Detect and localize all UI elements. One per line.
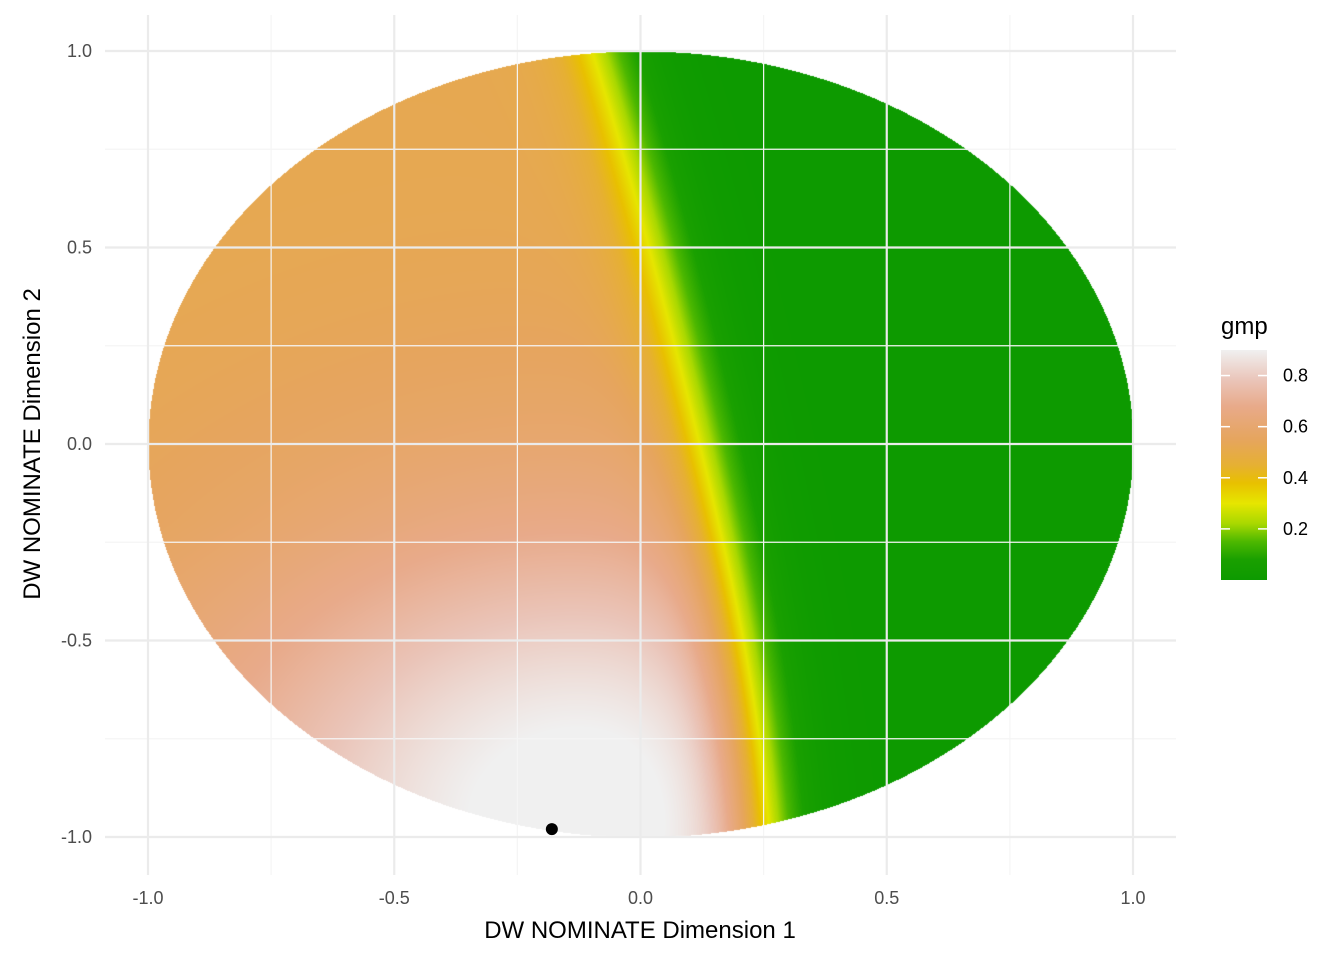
x-tick-label: -0.5 <box>379 888 410 908</box>
y-tick-label: 1.0 <box>67 41 92 61</box>
x-tick-label: 0.0 <box>628 888 653 908</box>
y-axis-ticks: 1.0 0.5 0.0 -0.5 -1.0 <box>61 41 92 847</box>
grid-major-lines <box>105 15 1176 875</box>
x-axis-title: DW NOMINATE Dimension 1 <box>484 917 796 944</box>
legend-label: 0.4 <box>1283 468 1308 488</box>
y-axis-title: DW NOMINATE Dimension 2 <box>19 288 46 600</box>
data-layer <box>545 823 558 836</box>
y-tick-label: -0.5 <box>61 631 92 651</box>
legend-labels: 0.8 0.6 0.4 0.2 <box>1283 366 1308 539</box>
legend-title: gmp <box>1221 313 1268 340</box>
legend-colorbar <box>1221 350 1267 580</box>
y-tick-label: -1.0 <box>61 827 92 847</box>
x-axis-ticks: -1.0 -0.5 0.0 0.5 1.0 <box>132 888 1145 908</box>
legend-ticks <box>1221 374 1267 530</box>
legend-label: 0.2 <box>1283 519 1308 539</box>
x-tick-label: -1.0 <box>132 888 163 908</box>
legend-label: 0.8 <box>1283 366 1308 386</box>
y-tick-label: 0.5 <box>67 238 92 258</box>
data-point <box>545 823 558 836</box>
color-legend: gmp 0.8 0.6 0.4 0.2 <box>1221 313 1308 580</box>
x-tick-label: 1.0 <box>1120 888 1145 908</box>
x-tick-label: 0.5 <box>874 888 899 908</box>
legend-colorbar-fill <box>1221 350 1267 580</box>
legend-label: 0.6 <box>1283 417 1308 437</box>
y-tick-label: 0.0 <box>67 434 92 454</box>
